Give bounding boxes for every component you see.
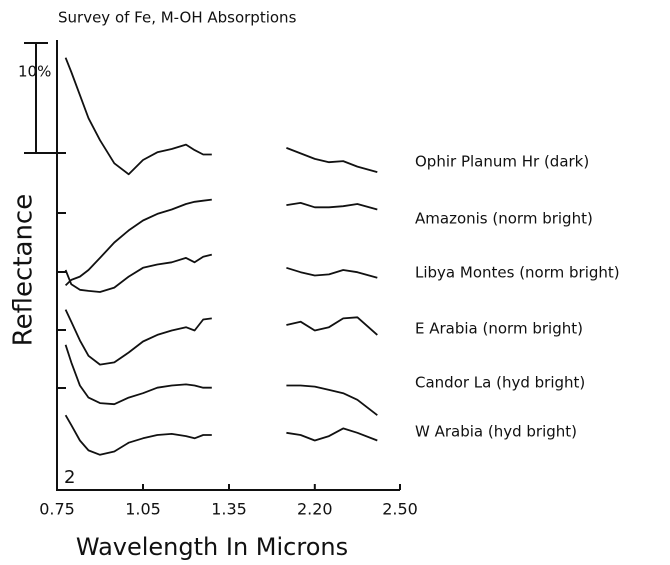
- scale-bar-label: 10%: [18, 63, 51, 81]
- x-tick-label: 1.05: [125, 500, 161, 519]
- spectrum-line: [64, 253, 378, 293]
- spectrum-line: [64, 344, 378, 416]
- series-label: E Arabia (norm bright): [415, 320, 583, 338]
- spectrum-line: [64, 309, 378, 366]
- series-label: W Arabia (hyd bright): [415, 423, 577, 441]
- spectrum-line: [64, 414, 378, 456]
- x-tick-label: 2.50: [382, 500, 418, 519]
- offset-ticks: [57, 152, 66, 389]
- x-tick-label: 2.20: [297, 500, 333, 519]
- panel-label: 2: [64, 467, 75, 488]
- series-label: Libya Montes (norm bright): [415, 264, 620, 282]
- series-label: Ophir Planum Hr (dark): [415, 153, 589, 171]
- chart-title: Survey of Fe, M-OH Absorptions: [58, 9, 297, 27]
- spectrum-line: [64, 198, 378, 287]
- x-tick-label: 0.75: [39, 500, 75, 519]
- x-tick-label: 1.35: [211, 500, 247, 519]
- spectrum-line: [64, 57, 378, 176]
- series-label: Candor La (hyd bright): [415, 374, 585, 392]
- x-axis-label: Wavelength In Microns: [76, 533, 348, 561]
- series-label: Amazonis (norm bright): [415, 210, 593, 228]
- y-axis-label: Reflectance: [9, 194, 39, 346]
